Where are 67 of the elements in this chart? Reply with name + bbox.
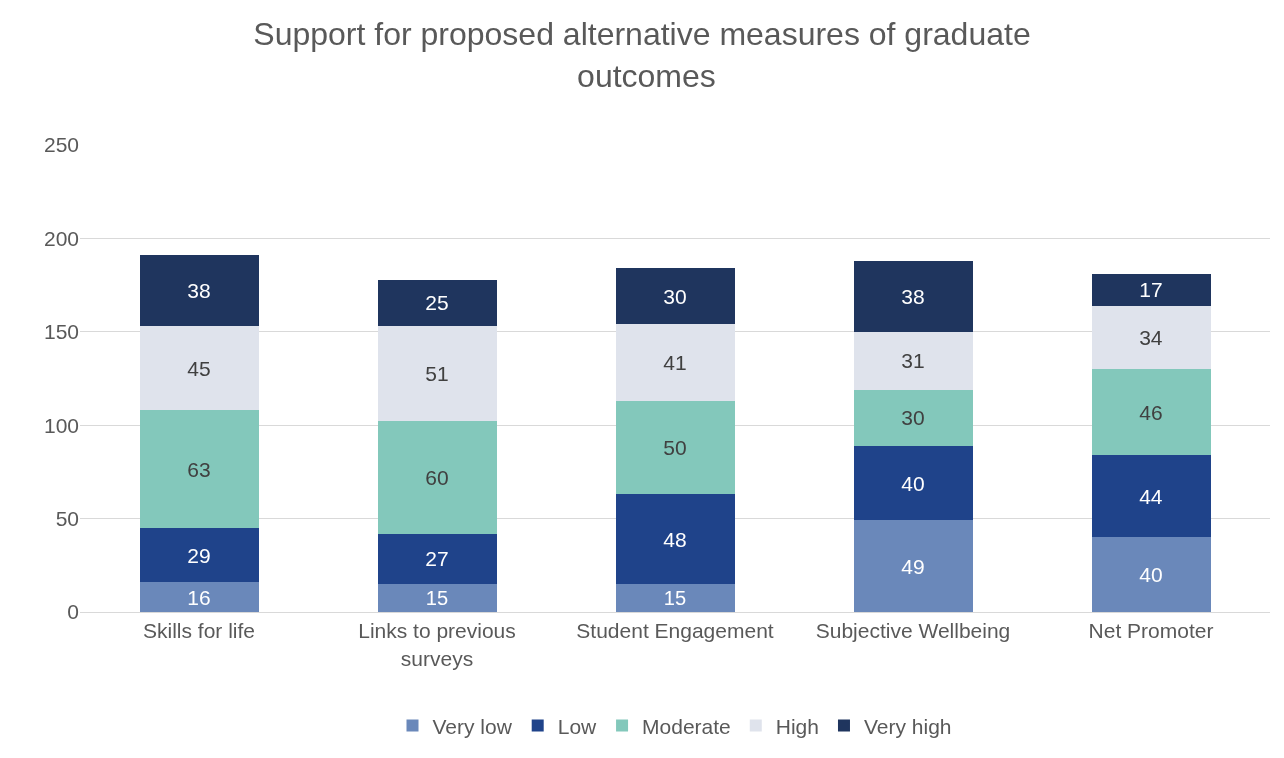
- bar: [1091, 455, 1211, 538]
- data-label: 40: [1139, 563, 1163, 587]
- x-tick-label: Net Promoter: [1088, 619, 1214, 643]
- bar: [377, 533, 497, 584]
- data-label: 41: [663, 351, 687, 375]
- data-label: 38: [901, 284, 925, 308]
- data-label: 15: [663, 587, 687, 610]
- data-label: 15: [425, 587, 449, 610]
- y-tick-label: 100: [43, 413, 79, 437]
- y-tick-label: 150: [43, 320, 79, 344]
- data-label: 17: [1139, 278, 1163, 302]
- y-tick-label: 200: [43, 226, 79, 250]
- bar: [615, 494, 735, 584]
- data-label: 63: [187, 457, 211, 481]
- x-tick-label: Skills for life: [142, 619, 256, 643]
- bar: [615, 400, 735, 495]
- legend-label: Very high: [863, 714, 952, 738]
- data-label: 51: [425, 362, 449, 386]
- bar: [1091, 537, 1211, 612]
- bar: [1091, 273, 1211, 306]
- legend-label: Low: [557, 714, 598, 738]
- data-label: 30: [901, 406, 925, 430]
- bar: [853, 331, 973, 390]
- data-label: 38: [187, 279, 211, 303]
- legend-label: Moderate: [642, 714, 731, 738]
- legend-label: Very low: [432, 714, 513, 738]
- bar: [377, 583, 497, 612]
- bar: [853, 260, 973, 332]
- bar: [139, 255, 259, 327]
- data-label: 40: [901, 471, 925, 495]
- bar: [377, 326, 497, 422]
- bar: [1091, 369, 1211, 456]
- data-label: 16: [187, 585, 211, 609]
- data-label: 50: [663, 436, 687, 460]
- data-label: 34: [1139, 325, 1163, 349]
- bar: [853, 445, 973, 521]
- bar: [377, 279, 497, 327]
- bar: [139, 582, 259, 612]
- bar: [139, 410, 259, 528]
- data-label: 27: [425, 547, 449, 571]
- bar: [853, 520, 973, 612]
- bar: [1091, 305, 1211, 370]
- x-tick-label: Links to previous surveys: [358, 619, 516, 670]
- bar: [139, 326, 259, 411]
- bar: [615, 583, 735, 612]
- data-label: 25: [425, 291, 449, 315]
- y-tick-label: 50: [55, 506, 79, 530]
- data-label: 29: [187, 543, 211, 567]
- data-label: 31: [901, 349, 925, 373]
- data-label: 45: [187, 356, 211, 380]
- data-label: 48: [663, 527, 687, 551]
- data-label: 30: [663, 284, 687, 308]
- bar: [615, 324, 735, 401]
- data-label: 49: [901, 554, 925, 578]
- legend-label: High: [775, 714, 819, 738]
- bar: [853, 389, 973, 446]
- x-tick-label: Subjective Wellbeing: [815, 619, 1011, 643]
- data-label: 60: [425, 466, 449, 489]
- data-label: 44: [1139, 484, 1163, 508]
- data-label: 46: [1139, 400, 1163, 424]
- bar: [615, 268, 735, 325]
- y-tick-label: 0: [67, 600, 79, 624]
- x-tick-label: Student Engagement: [576, 619, 774, 643]
- chart-title: Support for proposed alternative measures of graduate outcomes: [253, 16, 1031, 95]
- bar: [139, 527, 259, 583]
- y-tick-label: 250: [43, 133, 79, 157]
- bar: [377, 421, 497, 534]
